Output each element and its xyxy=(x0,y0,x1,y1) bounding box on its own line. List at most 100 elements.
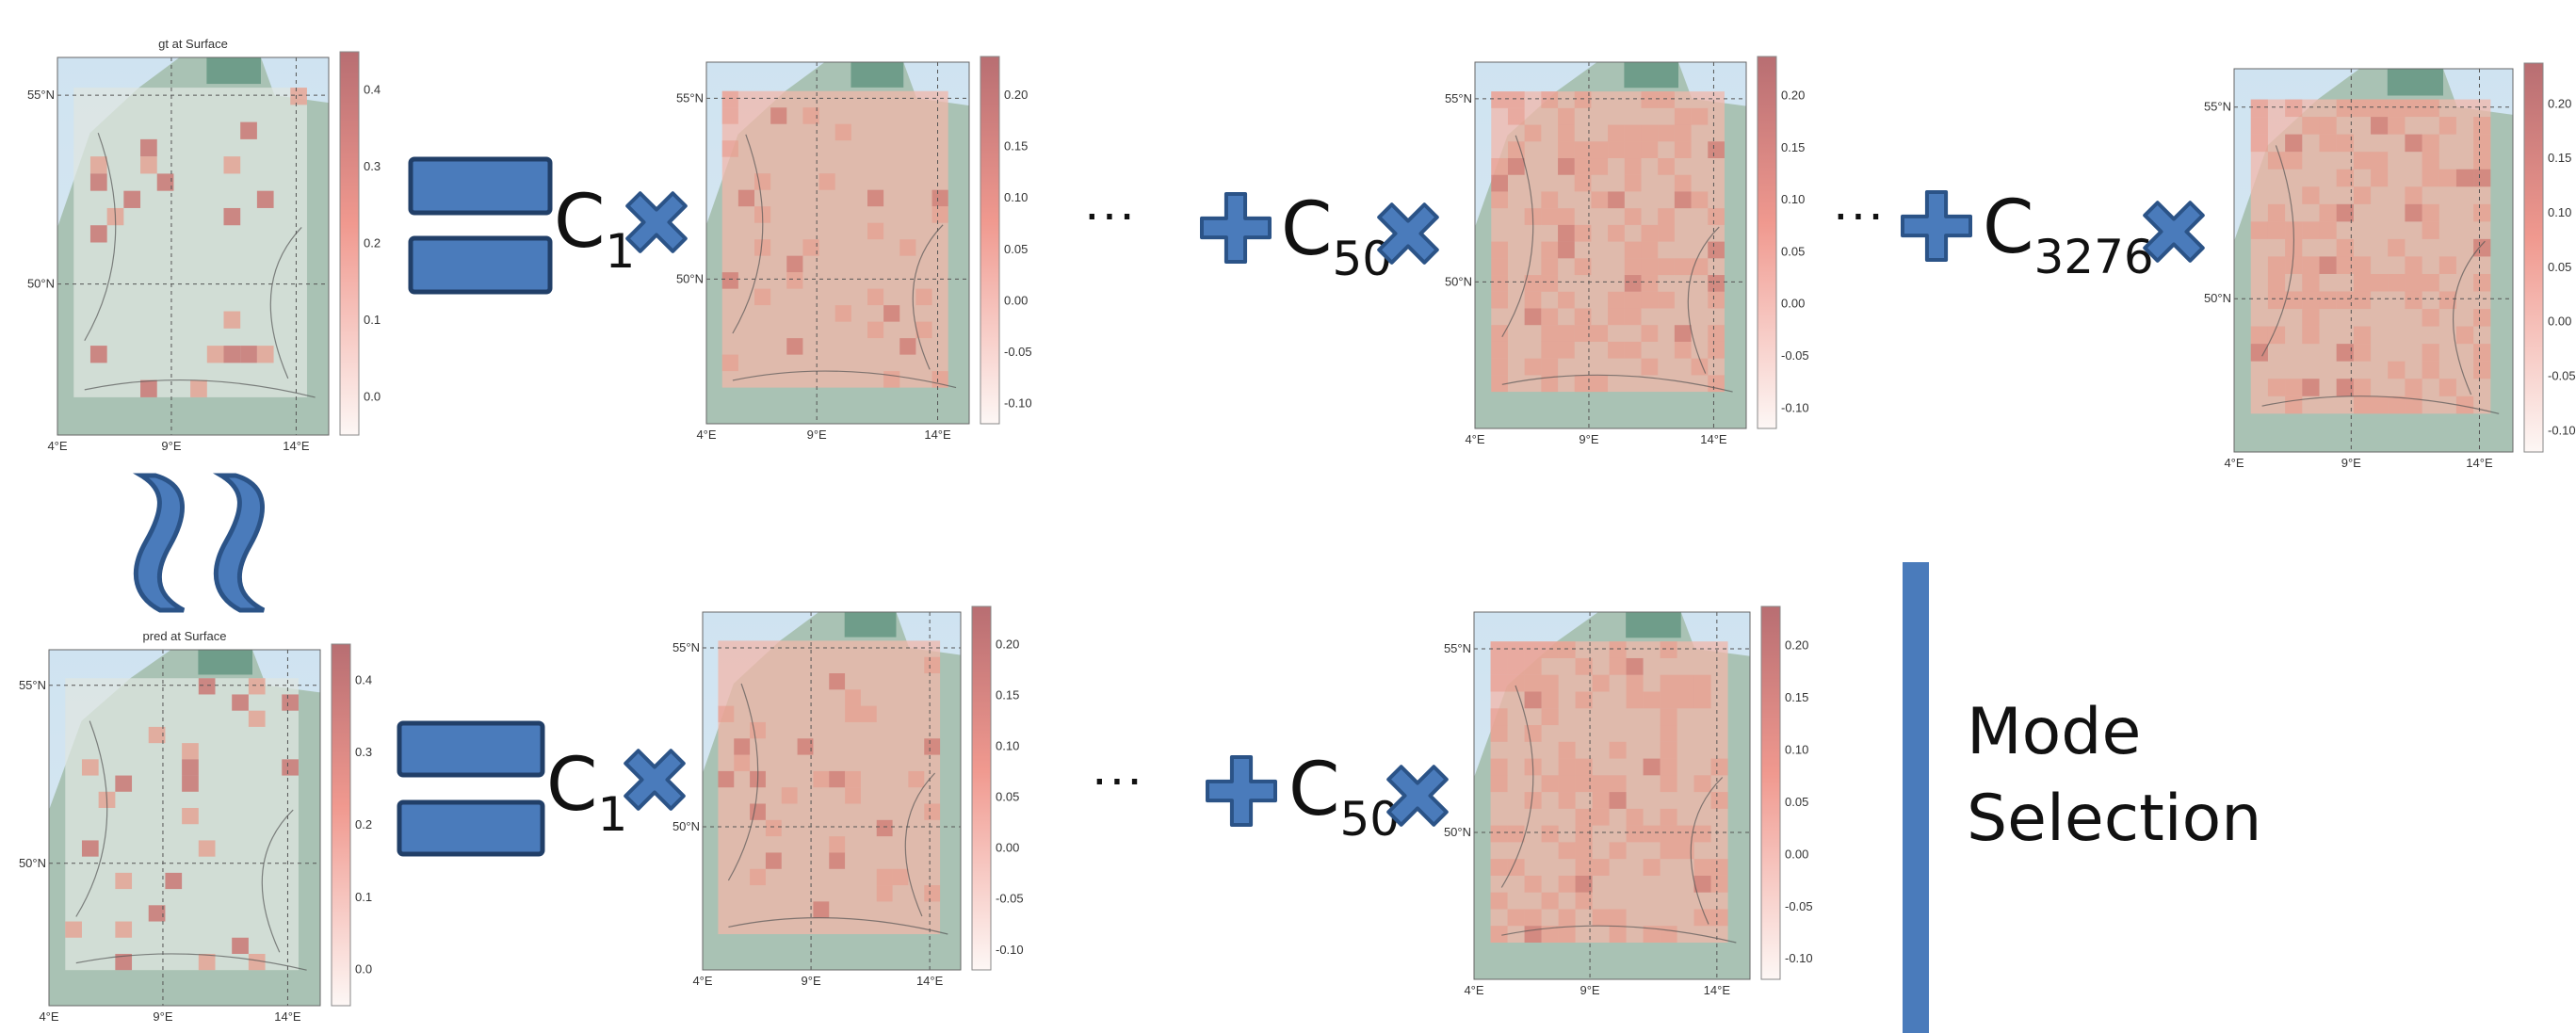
lon-label: 14°E xyxy=(274,1009,301,1024)
field-cell xyxy=(2354,327,2371,345)
field-cell xyxy=(1658,158,1675,175)
colorbar xyxy=(2524,63,2543,452)
field-cell xyxy=(1610,658,1627,675)
field-cell xyxy=(2285,135,2302,153)
field-cell xyxy=(1675,108,1692,125)
field-cell xyxy=(924,657,940,673)
field-cell xyxy=(249,954,266,970)
lat-label: 55°N xyxy=(672,640,700,654)
coefficient-index: 50 xyxy=(1332,232,1392,286)
field-cell xyxy=(1644,759,1661,776)
page: gt at Surface55°N50°N4°E9°E14°E0.40.30.2… xyxy=(0,0,2576,1033)
lon-label: 9°E xyxy=(1580,983,1600,997)
field-cell xyxy=(1541,258,1558,275)
field-cell xyxy=(2354,256,2371,274)
field-cell xyxy=(1559,641,1576,658)
field-cell xyxy=(1491,275,1508,292)
field-cell xyxy=(1525,292,1542,309)
field-cell xyxy=(1558,225,1575,242)
side-label-line: Selection xyxy=(1967,782,2261,856)
field-cell xyxy=(1625,275,1642,292)
colorbar-label: 0.2 xyxy=(355,817,372,831)
field-cell xyxy=(1508,826,1525,843)
field-cell xyxy=(1491,258,1508,275)
field-cell xyxy=(2422,221,2439,239)
field-cell xyxy=(182,776,199,792)
field-cell xyxy=(1711,909,1728,926)
field-cell xyxy=(1608,342,1625,359)
field-cell xyxy=(2405,135,2422,153)
field-cell xyxy=(722,140,738,156)
field-cell xyxy=(2302,256,2319,274)
colorbar-label: 0.0 xyxy=(355,962,372,977)
field-cell xyxy=(2371,169,2388,187)
field-cell xyxy=(1694,692,1711,709)
field-cell xyxy=(249,678,266,694)
field-cell xyxy=(924,804,940,820)
field-cell xyxy=(1675,175,1692,192)
field-cell xyxy=(1541,308,1558,325)
field-cell xyxy=(1677,675,1694,692)
field-cell xyxy=(1525,692,1542,709)
field-cell xyxy=(82,759,99,775)
field-cell xyxy=(1576,775,1593,792)
colorbar-label: 0.00 xyxy=(2548,315,2571,329)
field-cell xyxy=(1593,859,1610,876)
field-cell xyxy=(750,869,766,885)
field-cell xyxy=(1558,325,1575,342)
lat-label: 50°N xyxy=(27,277,55,291)
field-cell xyxy=(2422,135,2439,153)
lon-label: 4°E xyxy=(2224,456,2244,470)
field-cell xyxy=(1541,342,1558,359)
field-cell xyxy=(1593,775,1610,792)
field-cell xyxy=(1591,325,1608,342)
field-cell xyxy=(1625,292,1642,309)
field-cell xyxy=(2405,204,2422,222)
field-cell xyxy=(1525,876,1542,893)
field-cell xyxy=(738,190,754,206)
field-cell xyxy=(140,380,157,397)
field-cell xyxy=(750,722,766,738)
field-cell xyxy=(1661,926,1677,943)
field-cell xyxy=(182,759,199,775)
field-cell xyxy=(867,289,883,305)
field-cell xyxy=(722,91,738,107)
field-cell xyxy=(1558,292,1575,309)
field-cell xyxy=(2319,292,2336,310)
coefficient-symbol: C xyxy=(1983,186,2033,270)
field-cell xyxy=(1542,641,1559,658)
field-cell xyxy=(2319,256,2336,274)
field-cell xyxy=(140,139,157,156)
field-cell xyxy=(1711,792,1728,809)
field-cell xyxy=(1708,141,1725,158)
colorbar xyxy=(980,56,999,424)
colorbar-label: 0.15 xyxy=(1785,690,1808,704)
ellipsis: ··· xyxy=(1083,183,1136,242)
field-cell xyxy=(2439,117,2456,135)
colorbar-label: 0.10 xyxy=(2548,205,2571,219)
field-cell xyxy=(1658,125,1675,142)
field-cell xyxy=(2473,274,2490,292)
field-cell xyxy=(282,759,299,775)
map-figure: 55°N50°N4°E9°E14°E0.200.150.100.050.00-0… xyxy=(672,606,1024,988)
field-cell xyxy=(1559,842,1576,859)
field-cell xyxy=(1658,208,1675,225)
colorbar-label: 0.4 xyxy=(355,672,372,686)
field-cell xyxy=(2268,204,2285,222)
field-cell xyxy=(877,820,893,836)
field-cell xyxy=(932,206,948,222)
field-cell xyxy=(1508,158,1525,175)
colorbar-label: 0.00 xyxy=(996,841,1019,855)
field-cell xyxy=(1694,675,1711,692)
field-cell xyxy=(2302,327,2319,345)
field-cell xyxy=(2388,239,2405,257)
lon-label: 4°E xyxy=(1465,432,1484,446)
field-cell xyxy=(2251,327,2268,345)
field-cell xyxy=(1593,675,1610,692)
field-cell xyxy=(1541,275,1558,292)
field-cell xyxy=(2405,186,2422,204)
lon-label: 4°E xyxy=(39,1009,58,1024)
field-cell xyxy=(2302,309,2319,327)
field-cell xyxy=(1591,375,1608,392)
field-cell xyxy=(2371,274,2388,292)
